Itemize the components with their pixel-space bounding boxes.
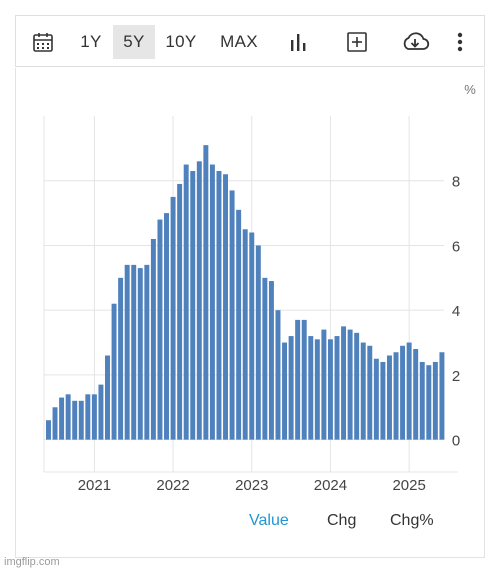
bar [203, 145, 209, 440]
bar [118, 277, 124, 440]
bar [354, 332, 360, 440]
x-tick-label: 2024 [314, 477, 347, 494]
y-tick-label: 2 [452, 368, 460, 385]
bar [321, 329, 327, 440]
bar [249, 232, 255, 440]
bar [144, 264, 150, 440]
bar [190, 171, 196, 440]
bar [268, 281, 274, 440]
bar [59, 397, 65, 440]
bar [223, 174, 229, 440]
bar [131, 264, 137, 440]
bar [282, 342, 288, 440]
chart-toolbar: 1Y 5Y 10Y MAX [15, 15, 485, 67]
bar [327, 339, 333, 440]
calendar-icon[interactable] [28, 25, 58, 59]
tab-value[interactable]: Value [249, 512, 289, 529]
bar [341, 326, 347, 440]
bar [124, 264, 130, 440]
bar [46, 420, 51, 440]
bar [367, 345, 373, 440]
bar [288, 336, 294, 440]
bar [419, 361, 425, 440]
bar [157, 219, 163, 440]
bar [334, 336, 340, 440]
bar [275, 310, 281, 440]
bar [65, 394, 71, 440]
bar [85, 394, 91, 440]
x-tick-label: 2023 [235, 477, 268, 494]
bar [432, 361, 438, 440]
x-tick-label: 2022 [156, 477, 189, 494]
bar [183, 164, 189, 440]
bar [373, 358, 379, 440]
bar [177, 183, 183, 440]
x-tick-label: 2025 [392, 477, 425, 494]
tab-chg-percent[interactable]: Chg% [390, 512, 434, 529]
bar [295, 319, 301, 440]
y-tick-label: 6 [452, 238, 460, 255]
chart-card [15, 68, 485, 558]
bar [137, 268, 143, 440]
range-10y-button[interactable]: 10Y [165, 32, 197, 51]
bar [150, 238, 156, 440]
bar [52, 407, 58, 440]
bar [78, 400, 84, 440]
range-1y-button[interactable]: 1Y [80, 32, 102, 51]
bar [255, 245, 261, 440]
bar [393, 352, 399, 440]
bar [308, 336, 314, 440]
bar [72, 400, 78, 440]
y-tick-label: 8 [452, 174, 460, 191]
bar [439, 352, 445, 440]
bar [196, 161, 202, 440]
bar [262, 277, 268, 440]
y-tick-label: 0 [452, 433, 460, 450]
bar [216, 171, 222, 440]
bar [111, 303, 117, 440]
y-tick-label: 4 [452, 303, 460, 320]
watermark: imgflip.com [4, 556, 60, 568]
add-box-icon[interactable] [342, 25, 372, 59]
bar [386, 355, 392, 440]
range-max-button[interactable]: MAX [220, 32, 258, 51]
bar [229, 190, 235, 440]
bar [347, 329, 353, 440]
y-unit-label: % [464, 82, 476, 97]
bar [400, 345, 406, 440]
bar [314, 339, 320, 440]
bar [209, 164, 215, 440]
bar [380, 361, 386, 440]
bar [301, 319, 307, 440]
bar [91, 394, 97, 440]
range-5y-button[interactable]: 5Y [113, 25, 155, 59]
x-tick-label: 2021 [78, 477, 111, 494]
bar [426, 365, 432, 440]
tab-chg[interactable]: Chg [327, 512, 357, 529]
bar [406, 342, 412, 440]
cloud-download-icon[interactable] [398, 25, 432, 59]
bar [164, 213, 169, 440]
bar-chart-icon[interactable] [284, 25, 314, 59]
bar [360, 342, 366, 440]
bar [170, 196, 176, 440]
bar [413, 349, 419, 440]
bar [242, 229, 248, 440]
bar [98, 384, 104, 440]
bar [236, 209, 242, 440]
bar [105, 355, 110, 440]
more-vert-icon[interactable] [450, 25, 470, 59]
